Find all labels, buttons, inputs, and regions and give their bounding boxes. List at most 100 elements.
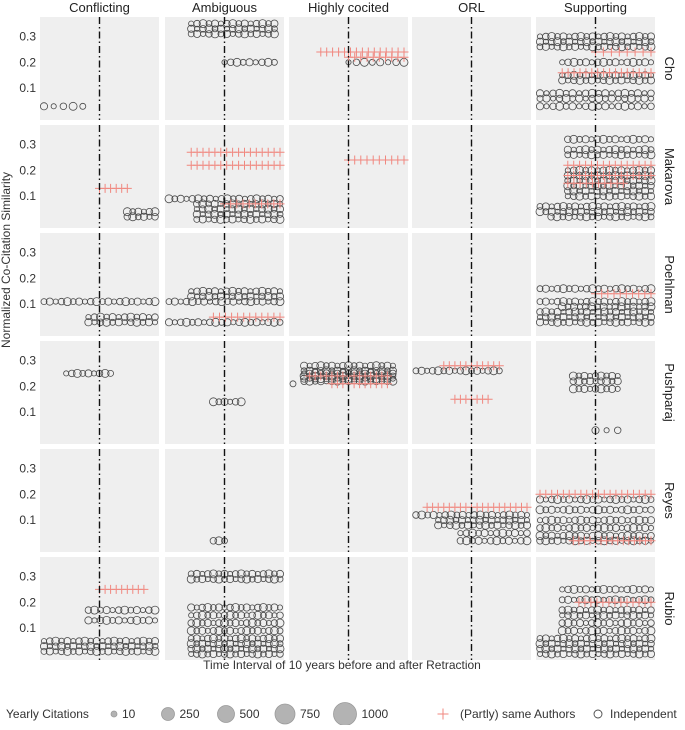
independent-marker (68, 369, 76, 378)
independent-marker (475, 510, 485, 520)
independent-marker (193, 200, 201, 208)
independent-marker (204, 291, 214, 301)
independent-marker (392, 58, 400, 66)
independent-marker (215, 619, 223, 627)
independent-marker (559, 650, 568, 659)
independent-marker (612, 516, 620, 524)
independent-marker (264, 287, 272, 295)
independent-marker (275, 569, 284, 578)
independent-marker (52, 642, 60, 650)
independent-marker (242, 639, 252, 649)
independent-marker (617, 297, 627, 307)
independent-marker (571, 532, 579, 540)
independent-marker (234, 210, 243, 218)
independent-marker (576, 187, 583, 195)
column-header-conflicting: Conflicting (69, 0, 130, 15)
independent-marker (594, 207, 603, 217)
independent-marker (275, 292, 284, 301)
independent-marker (600, 606, 607, 614)
independent-marker (594, 151, 601, 159)
independent-marker (608, 90, 615, 97)
independent-marker (610, 145, 620, 155)
independent-marker (565, 524, 573, 532)
independent-marker (492, 536, 502, 546)
independent-marker (606, 213, 614, 221)
independent-marker (40, 648, 48, 655)
independent-marker (606, 586, 613, 593)
independent-marker (505, 529, 513, 537)
independent-marker (240, 215, 248, 224)
independent-marker (214, 574, 224, 584)
independent-marker (648, 59, 655, 66)
independent-marker (576, 207, 585, 216)
independent-marker (79, 102, 87, 110)
independent-marker (582, 212, 591, 222)
independent-marker (40, 642, 49, 651)
independent-marker (635, 135, 643, 143)
independent-marker (571, 640, 579, 648)
independent-marker (103, 313, 110, 321)
independent-marker (412, 367, 420, 375)
independent-marker (229, 25, 237, 33)
independent-marker (606, 58, 613, 66)
independent-marker (647, 313, 656, 322)
independent-marker (445, 515, 455, 525)
independent-marker (134, 207, 143, 216)
independent-marker (608, 384, 617, 393)
independent-marker (275, 644, 285, 654)
legend-size-circle (110, 710, 118, 718)
independent-marker (378, 362, 386, 370)
independent-marker (588, 640, 597, 648)
independent-marker (574, 376, 584, 386)
independent-marker (258, 19, 268, 29)
independent-marker (542, 650, 550, 658)
independent-marker (226, 575, 235, 584)
independent-marker (205, 287, 213, 295)
independent-marker (618, 506, 626, 514)
independent-marker (59, 102, 68, 110)
independent-marker (623, 611, 631, 619)
independent-marker (611, 212, 621, 222)
independent-marker (275, 634, 284, 643)
independent-marker (641, 313, 649, 321)
independent-marker (193, 287, 201, 295)
independent-marker (116, 297, 124, 306)
independent-marker (145, 297, 153, 306)
independent-marker (594, 505, 603, 515)
independent-marker (623, 187, 631, 195)
independent-marker (133, 313, 141, 321)
independent-marker (553, 37, 562, 47)
independent-marker (629, 619, 637, 627)
independent-marker (617, 516, 626, 525)
independent-marker (594, 531, 603, 541)
same-authors-marker (646, 47, 656, 57)
independent-marker (205, 200, 213, 208)
independent-marker (593, 187, 602, 195)
independent-marker (581, 151, 590, 159)
independent-marker (269, 574, 279, 584)
independent-marker (84, 369, 93, 378)
independent-marker (87, 637, 95, 645)
independent-marker (217, 297, 227, 307)
independent-marker (600, 32, 608, 41)
same-authors-marker (606, 47, 616, 57)
independent-marker (226, 619, 234, 627)
independent-marker (630, 532, 637, 540)
independent-marker (576, 531, 585, 540)
independent-marker (582, 89, 590, 97)
independent-marker (462, 536, 471, 546)
independent-marker (68, 101, 78, 111)
independent-marker (603, 427, 610, 434)
independent-marker (568, 89, 577, 98)
panel-rubio-highly-cocited (289, 557, 408, 660)
independent-marker (259, 619, 268, 628)
independent-marker (548, 537, 556, 545)
same-authors-marker (399, 52, 409, 62)
independent-marker (583, 634, 591, 643)
same-authors-marker (614, 47, 624, 57)
independent-marker (247, 318, 255, 326)
independent-marker (576, 505, 585, 514)
independent-marker (129, 208, 137, 216)
independent-marker (605, 145, 614, 154)
legend-size-label: 500 (240, 707, 260, 721)
